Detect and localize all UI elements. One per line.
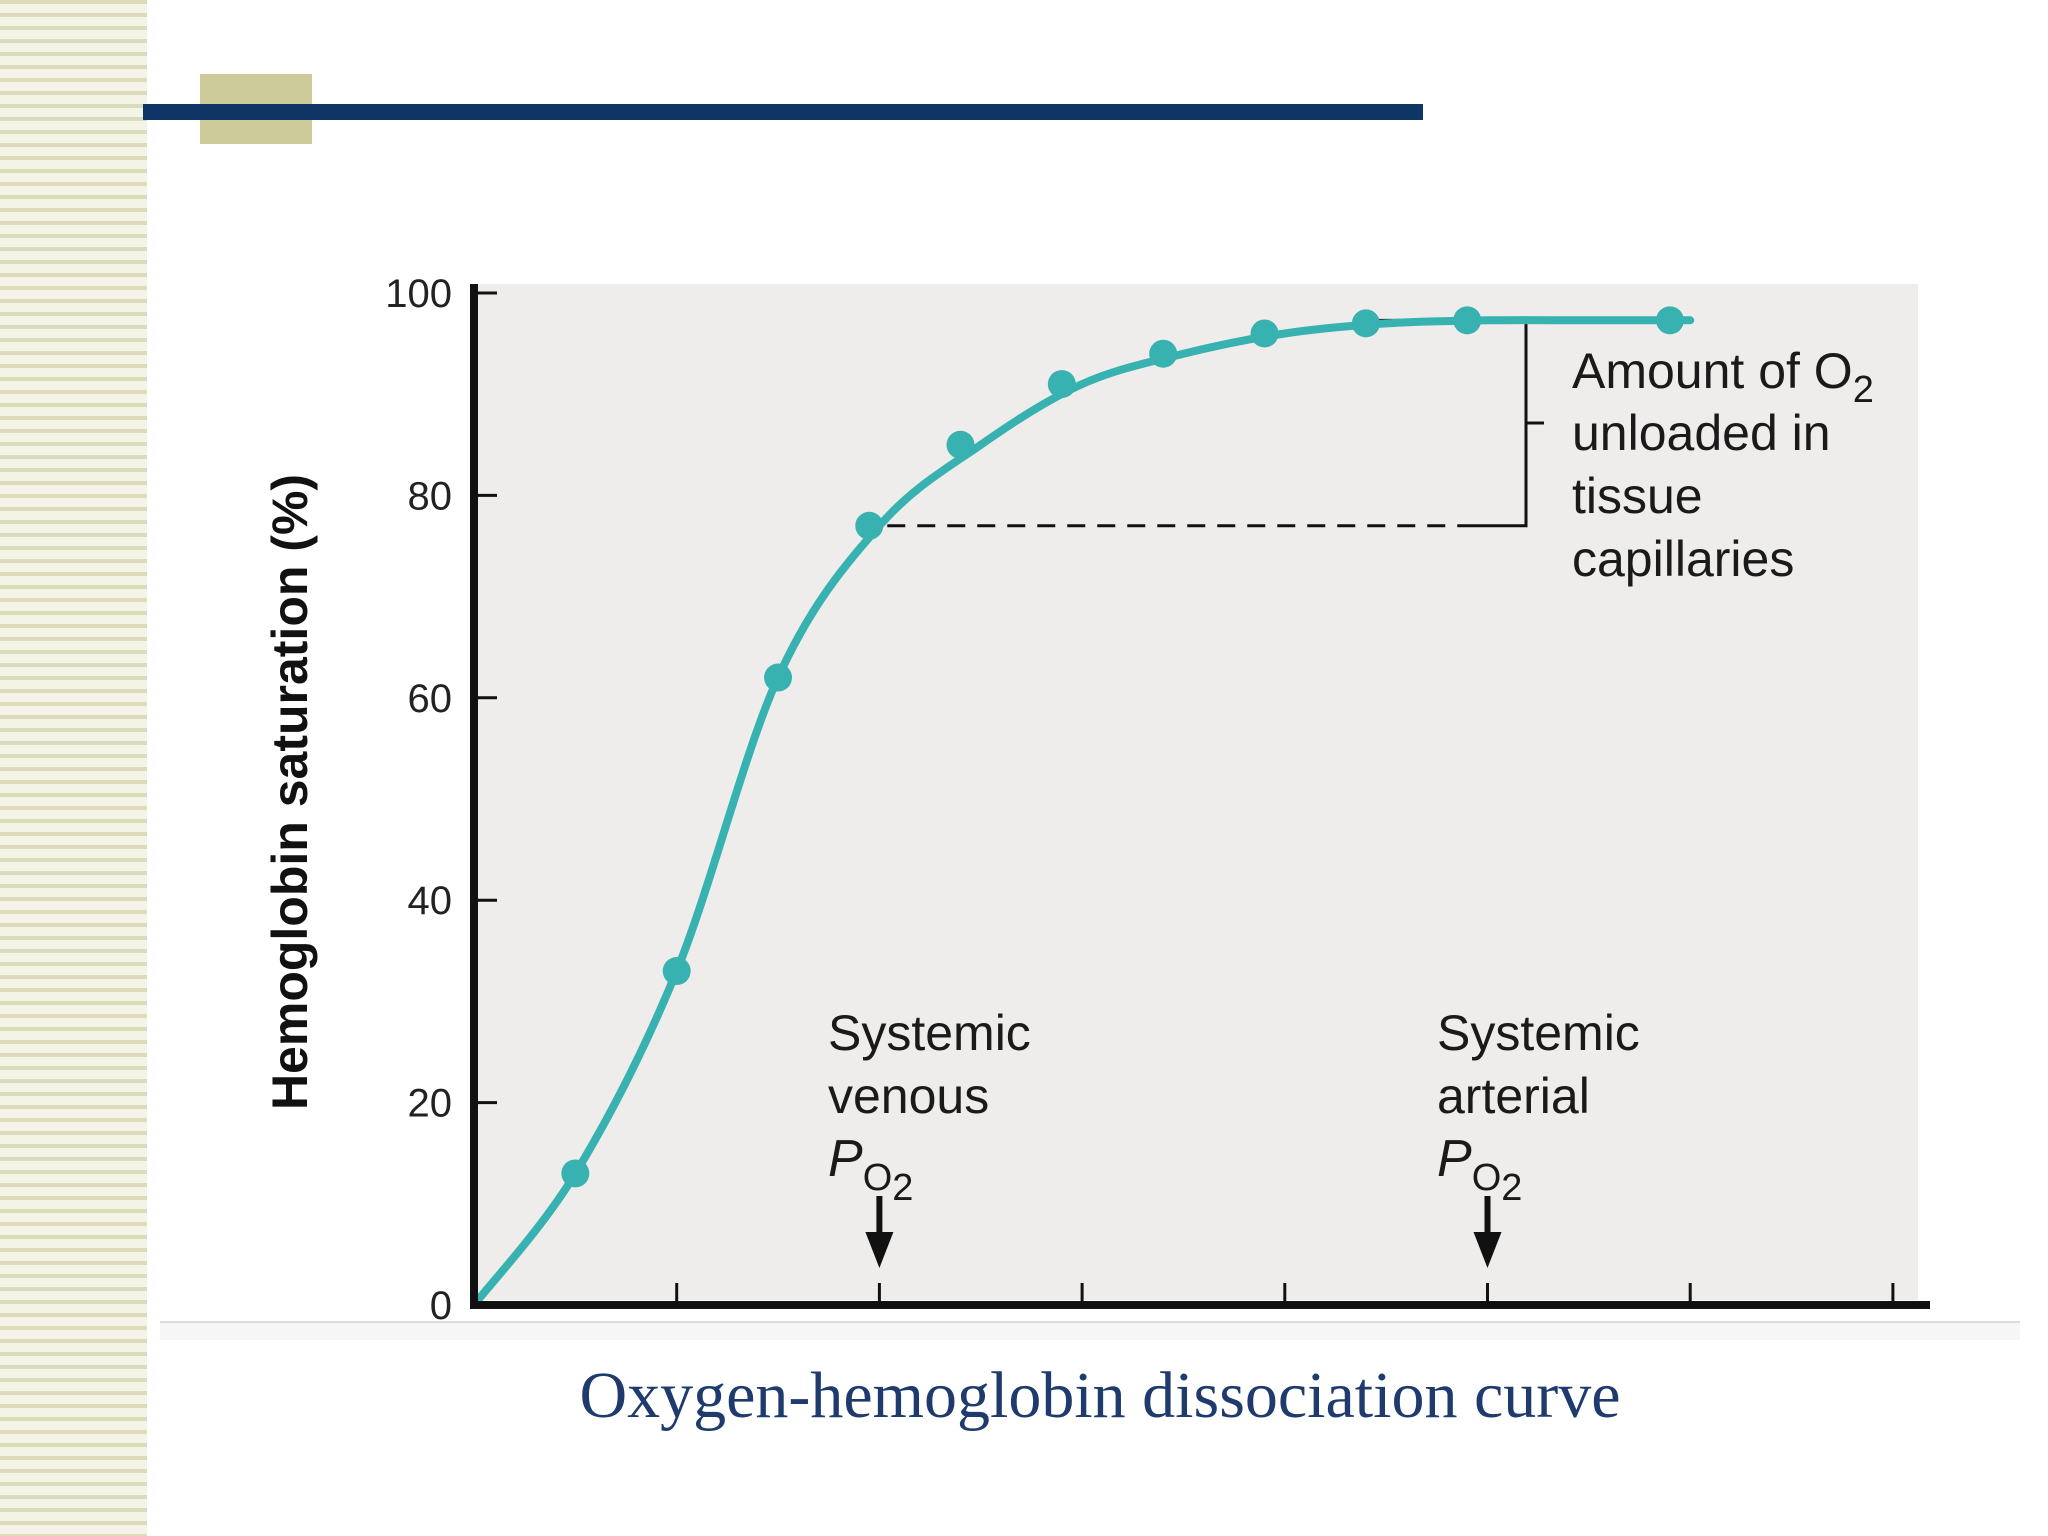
arrow-head (865, 1232, 894, 1268)
arterial-line-2: arterial (1437, 1068, 1590, 1124)
venous-line-1: Systemic (828, 1005, 1031, 1061)
y-tick-label: 80 (408, 474, 453, 518)
title-rule (143, 104, 1423, 120)
data-point (764, 663, 793, 692)
arterial-line-1: Systemic (1437, 1005, 1640, 1061)
bottom-edge (160, 1321, 2020, 1340)
arterial-annotation: Systemic arterial PO2 (1437, 1005, 1640, 1268)
slide-caption: Oxygen-hemoglobin dissociation curve (579, 1359, 1621, 1432)
venous-line-2: venous (828, 1068, 989, 1124)
unloaded-line-2: unloaded in (1572, 405, 1831, 461)
data-point (1655, 306, 1684, 335)
data-point (662, 957, 691, 986)
unloaded-line-4: capillaries (1572, 531, 1794, 587)
y-tick-label: 0 (430, 1284, 452, 1328)
arterial-arrow (1473, 1196, 1502, 1268)
y-tick-label: 40 (408, 879, 453, 923)
data-point (561, 1159, 590, 1188)
arrow-head (1473, 1232, 1502, 1268)
y-tick-label: 20 (408, 1082, 453, 1126)
venous-po2-label: PO2 (828, 1130, 913, 1209)
data-point (855, 511, 884, 540)
unloaded-line-3: tissue (1572, 468, 1703, 524)
venous-arrow (865, 1196, 894, 1268)
arterial-po2-label: PO2 (1437, 1130, 1522, 1209)
decorative-stripe-band (0, 0, 147, 1536)
data-point (1149, 339, 1178, 368)
y-tick-label: 60 (408, 677, 453, 721)
data-point (1047, 370, 1076, 399)
unloaded-annotation: Amount of O2 unloaded in tissue capillar… (1572, 343, 1888, 587)
data-point (1250, 319, 1279, 348)
plot-area (470, 284, 1918, 1300)
data-point (1351, 309, 1380, 338)
y-tick-label: 100 (385, 272, 452, 316)
data-point (1453, 306, 1482, 335)
data-markers (561, 306, 1684, 1188)
unloaded-line-1: Amount of O2 (1572, 343, 1874, 411)
data-point (946, 430, 975, 459)
venous-annotation: Systemic venous PO2 (828, 1005, 1031, 1268)
y-axis-label: Hemoglobin saturation (%) (262, 474, 318, 1110)
